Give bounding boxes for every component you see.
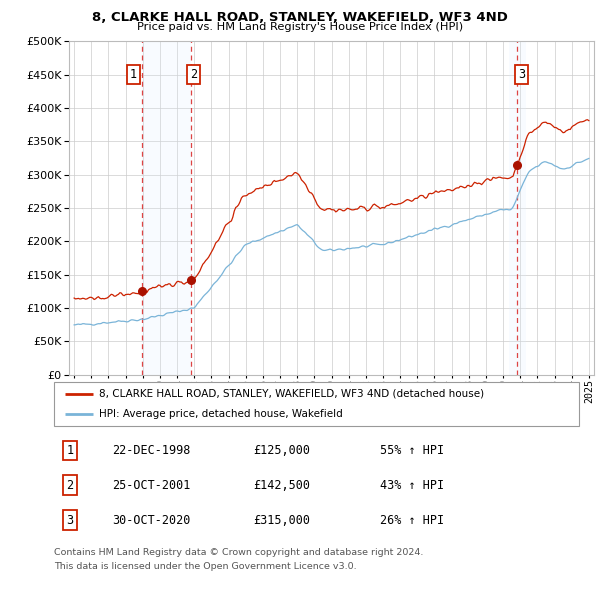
Text: Price paid vs. HM Land Registry's House Price Index (HPI): Price paid vs. HM Land Registry's House …	[137, 22, 463, 32]
Text: HPI: Average price, detached house, Wakefield: HPI: Average price, detached house, Wake…	[98, 409, 343, 419]
FancyBboxPatch shape	[54, 382, 579, 426]
Bar	[509, 41, 526, 375]
Text: 1: 1	[66, 444, 73, 457]
Text: 25-OCT-2001: 25-OCT-2001	[112, 478, 190, 492]
Text: 1: 1	[130, 68, 137, 81]
Text: This data is licensed under the Open Government Licence v3.0.: This data is licensed under the Open Gov…	[54, 562, 356, 571]
Text: 8, CLARKE HALL ROAD, STANLEY, WAKEFIELD, WF3 4ND (detached house): 8, CLARKE HALL ROAD, STANLEY, WAKEFIELD,…	[98, 389, 484, 399]
Text: £315,000: £315,000	[254, 514, 311, 527]
Text: Contains HM Land Registry data © Crown copyright and database right 2024.: Contains HM Land Registry data © Crown c…	[54, 548, 424, 556]
Text: £125,000: £125,000	[254, 444, 311, 457]
Text: 43% ↑ HPI: 43% ↑ HPI	[380, 478, 443, 492]
Text: 3: 3	[66, 514, 73, 527]
Text: 3: 3	[518, 68, 525, 81]
Text: 30-OCT-2020: 30-OCT-2020	[112, 514, 190, 527]
Text: 22-DEC-1998: 22-DEC-1998	[112, 444, 190, 457]
Text: 2: 2	[66, 478, 73, 492]
Text: 2: 2	[190, 68, 197, 81]
Text: 55% ↑ HPI: 55% ↑ HPI	[380, 444, 443, 457]
Text: 8, CLARKE HALL ROAD, STANLEY, WAKEFIELD, WF3 4ND: 8, CLARKE HALL ROAD, STANLEY, WAKEFIELD,…	[92, 11, 508, 24]
Text: 26% ↑ HPI: 26% ↑ HPI	[380, 514, 443, 527]
Bar	[142, 41, 191, 375]
Text: £142,500: £142,500	[254, 478, 311, 492]
